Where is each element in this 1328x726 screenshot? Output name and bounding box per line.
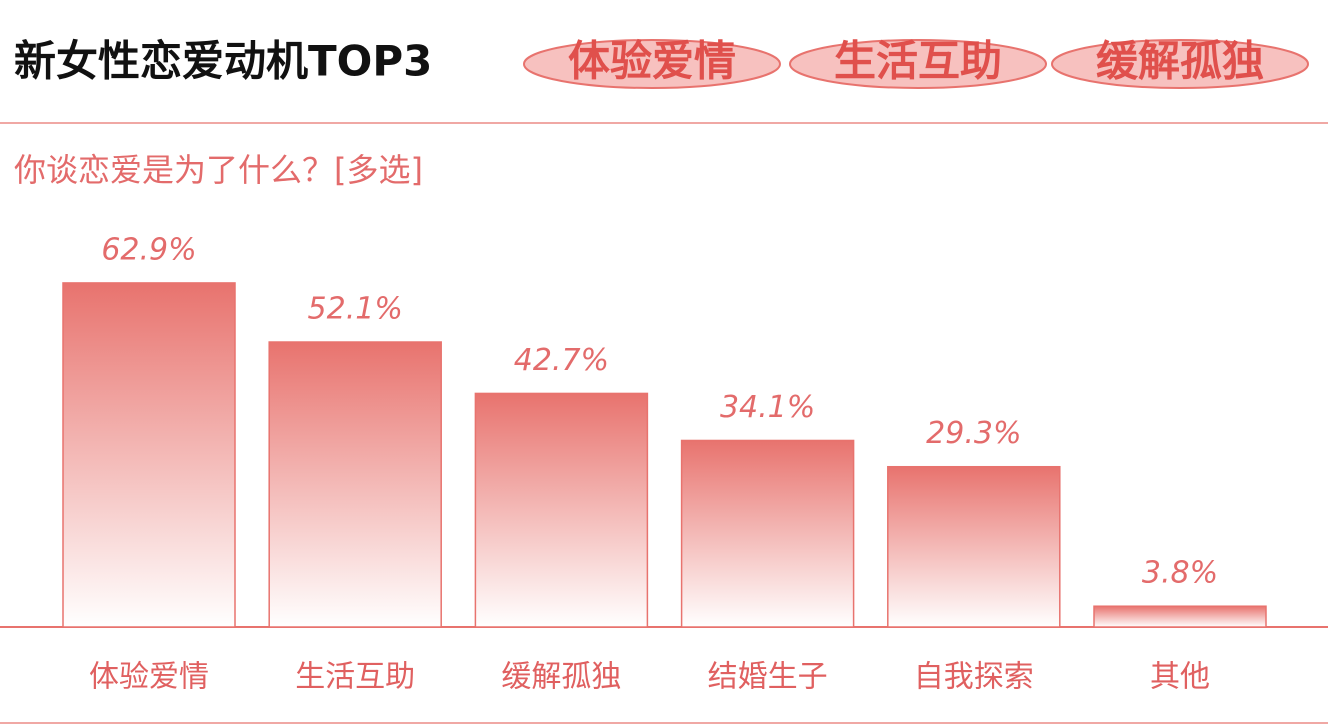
x-tick-label: 自我探索 xyxy=(914,660,1034,695)
value-label: 29.3% xyxy=(926,416,1021,451)
chart-title: 新女性恋爱动机TOP3 xyxy=(14,37,432,86)
bar xyxy=(474,392,649,628)
value-label: 3.8% xyxy=(1142,556,1218,591)
x-tick-label: 生活互助 xyxy=(295,660,415,695)
tag: 体验爱情 xyxy=(568,37,736,86)
tag: 生活互助 xyxy=(834,37,1002,86)
x-tick-label: 体验爱情 xyxy=(89,660,209,695)
tag: 缓解孤独 xyxy=(1096,37,1264,86)
value-label: 52.1% xyxy=(308,292,403,327)
tag-bubble xyxy=(523,39,781,89)
value-label: 62.9% xyxy=(101,232,196,267)
bar xyxy=(680,439,855,628)
subtitle: 你谈恋爱是为了什么？[多选] xyxy=(14,151,423,189)
x-tick-label: 结婚生子 xyxy=(708,660,828,695)
value-label: 42.7% xyxy=(514,343,609,378)
bar xyxy=(1093,605,1267,628)
bar xyxy=(268,341,442,628)
x-tick-label: 其他 xyxy=(1150,660,1210,695)
tag-bubble xyxy=(1051,39,1309,89)
value-label: 34.1% xyxy=(720,390,815,425)
tag-bubble xyxy=(789,39,1047,89)
bar xyxy=(62,282,236,628)
bar xyxy=(887,465,1061,628)
x-tick-label: 缓解孤独 xyxy=(501,660,621,695)
